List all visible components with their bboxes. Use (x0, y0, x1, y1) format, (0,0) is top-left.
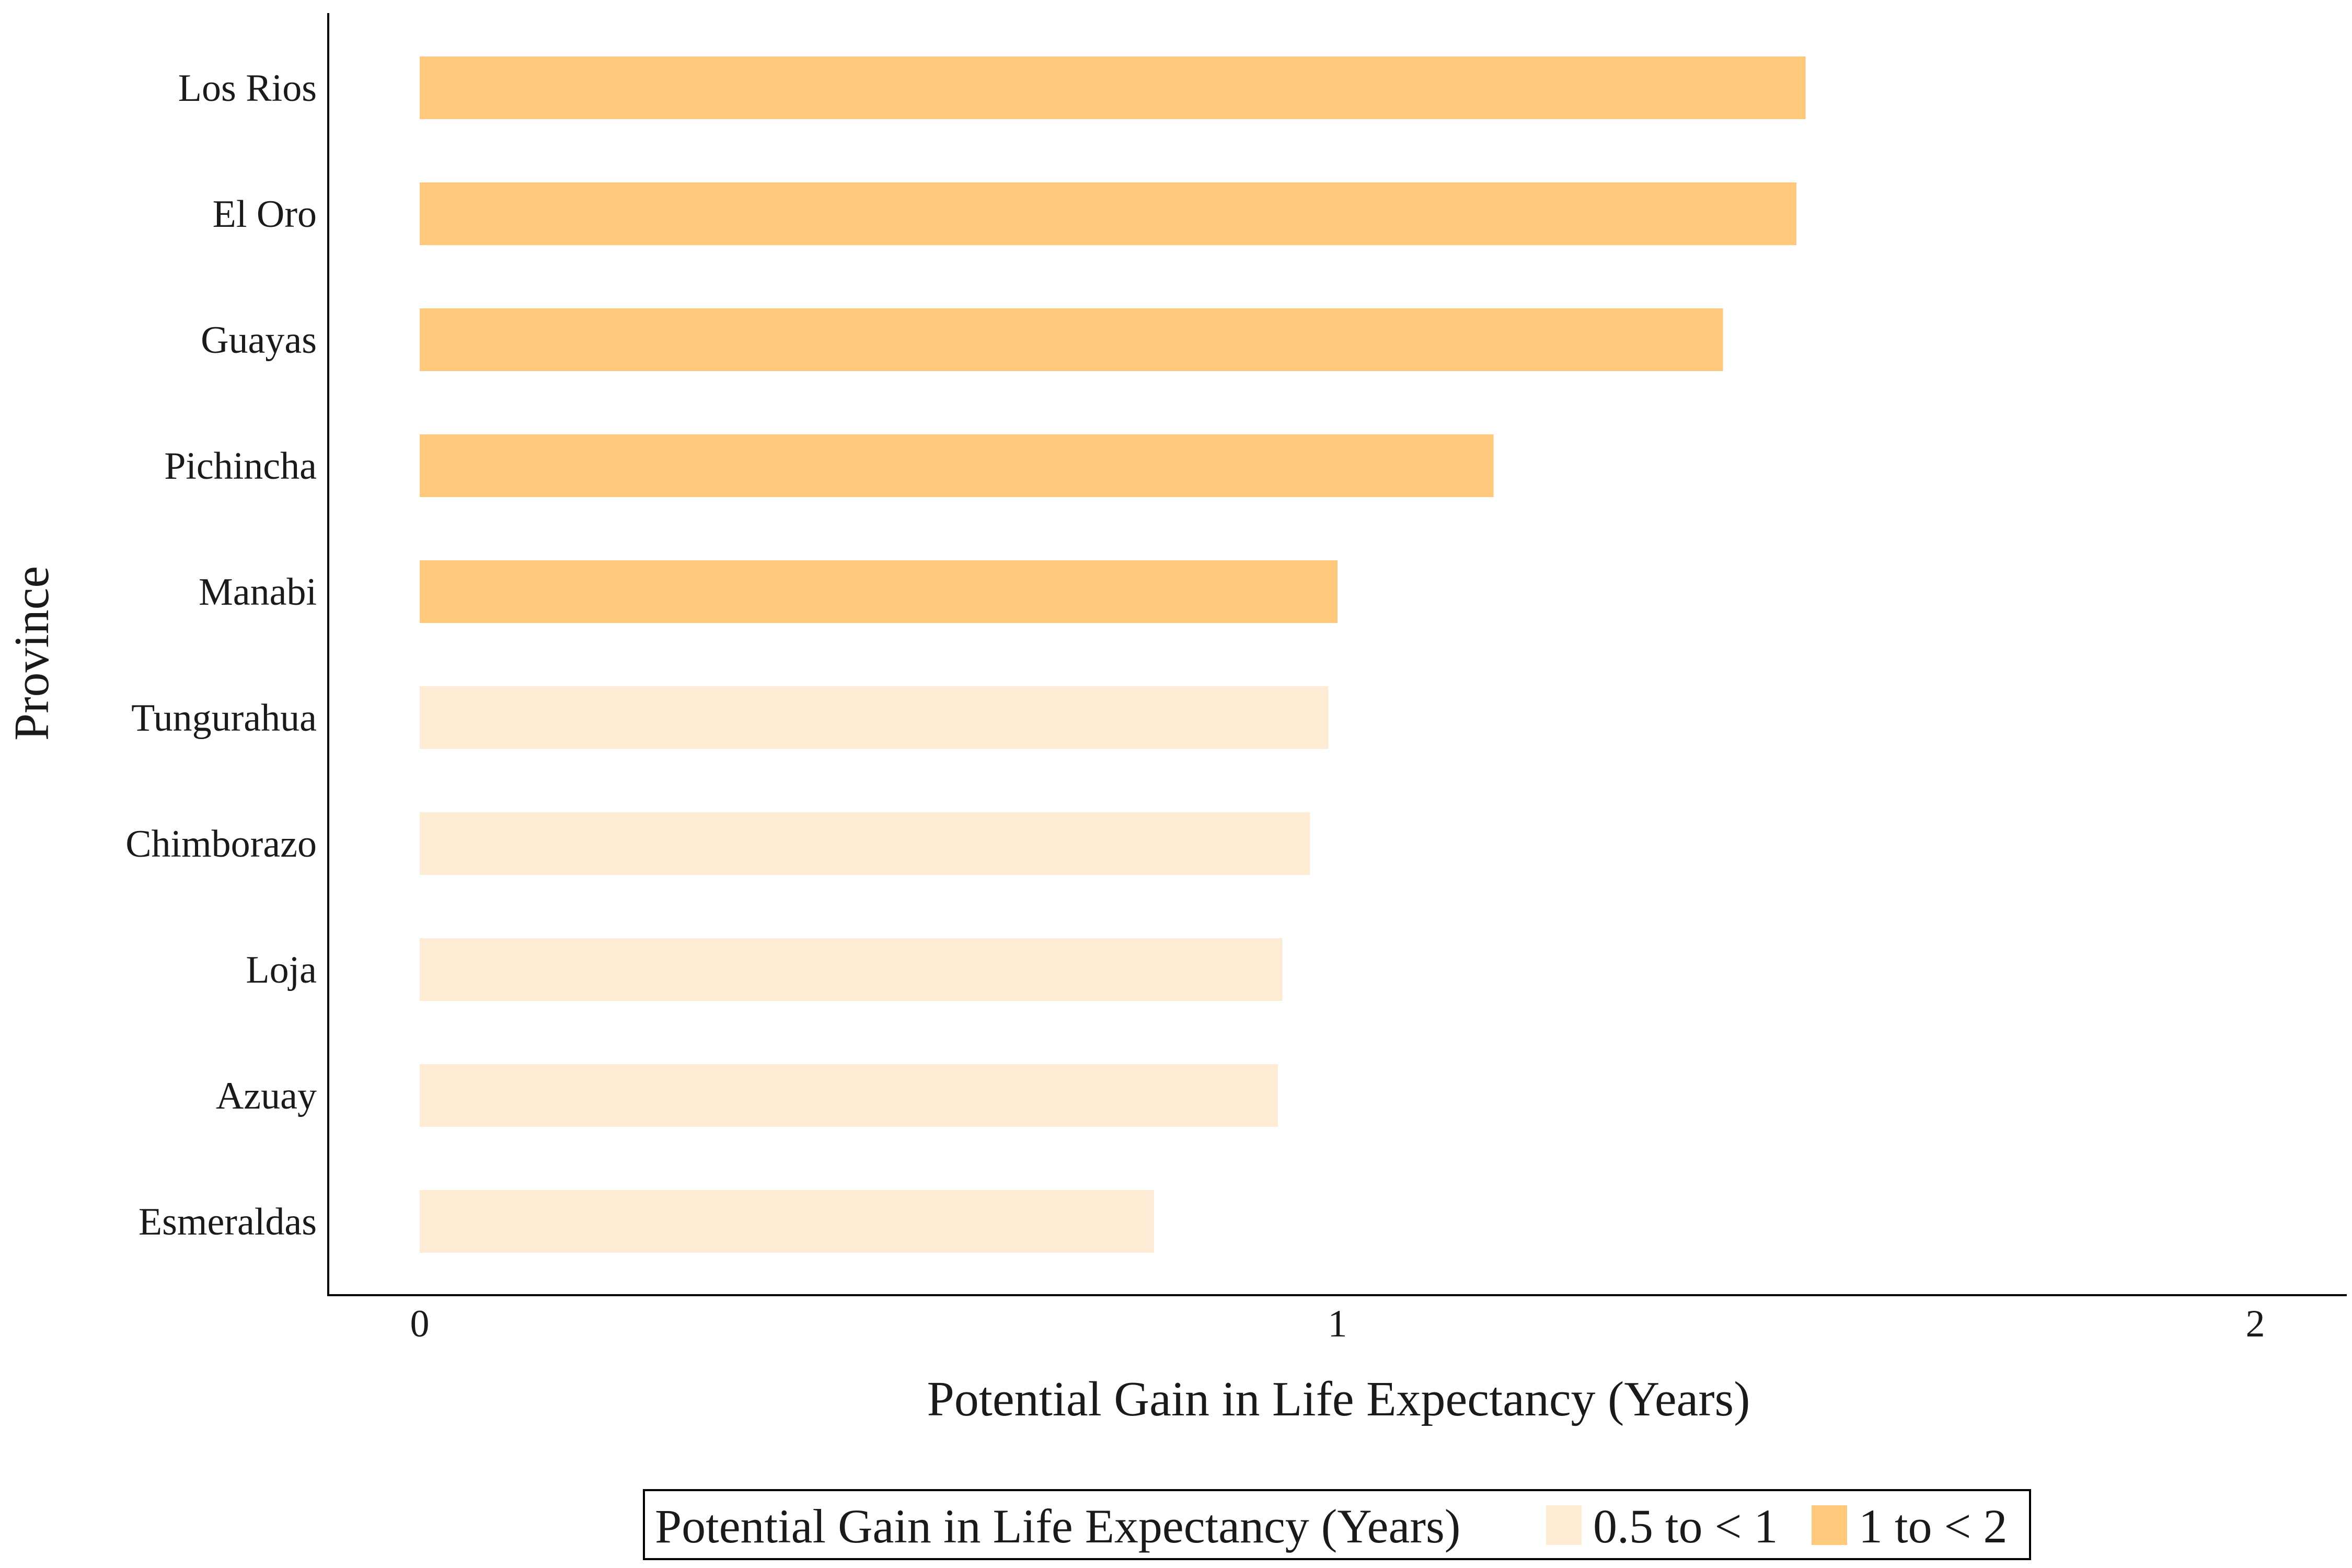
bar-azuay (420, 1064, 1278, 1127)
legend: Potential Gain in Life Expectancy (Years… (643, 1489, 2031, 1560)
category-label: Tungurahua (131, 697, 317, 740)
legend-title: Potential Gain in Life Expectancy (Years… (655, 1500, 1460, 1553)
legend-swatch-1 (1812, 1505, 1847, 1545)
bar-manabi (420, 560, 1338, 623)
bar-el-oro (420, 182, 1796, 245)
category-label: Manabi (199, 571, 317, 614)
category-label: Los Rios (178, 67, 317, 110)
x-axis-title: Potential Gain in Life Expectancy (Years… (927, 1372, 1750, 1426)
y-axis-title: Province (5, 566, 59, 741)
bar-pichincha (420, 434, 1494, 497)
legend-label-0: 0.5 to < 1 (1593, 1500, 1778, 1553)
category-label: Guayas (201, 319, 317, 362)
bar-chimborazo (420, 812, 1310, 875)
legend-box (643, 1489, 2031, 1560)
legend-swatch-0 (1546, 1505, 1582, 1545)
category-label: Loja (246, 949, 317, 991)
bar-esmeraldas (420, 1190, 1154, 1253)
category-label: El Oro (213, 193, 317, 236)
x-tick-label: 1 (1328, 1302, 1347, 1345)
x-tick-label: 2 (2246, 1302, 2265, 1345)
category-label: Azuay (216, 1075, 317, 1117)
x-tick-label: 0 (410, 1302, 430, 1345)
category-label: Esmeraldas (139, 1201, 317, 1243)
x-axis-ticks: 0 1 2 (410, 1302, 2265, 1345)
bar-los-rios (420, 56, 1806, 119)
bars-layer (420, 56, 1806, 1253)
category-label: Pichincha (164, 445, 317, 488)
bar-tungurahua (420, 686, 1329, 749)
bar-loja (420, 938, 1283, 1001)
bar-guayas (420, 308, 1723, 371)
category-labels: Los Rios El Oro Guayas Pichincha Manabi Tungu… (125, 67, 317, 1243)
legend-label-1: 1 to < 2 (1859, 1500, 2007, 1553)
category-label: Chimborazo (125, 823, 317, 866)
